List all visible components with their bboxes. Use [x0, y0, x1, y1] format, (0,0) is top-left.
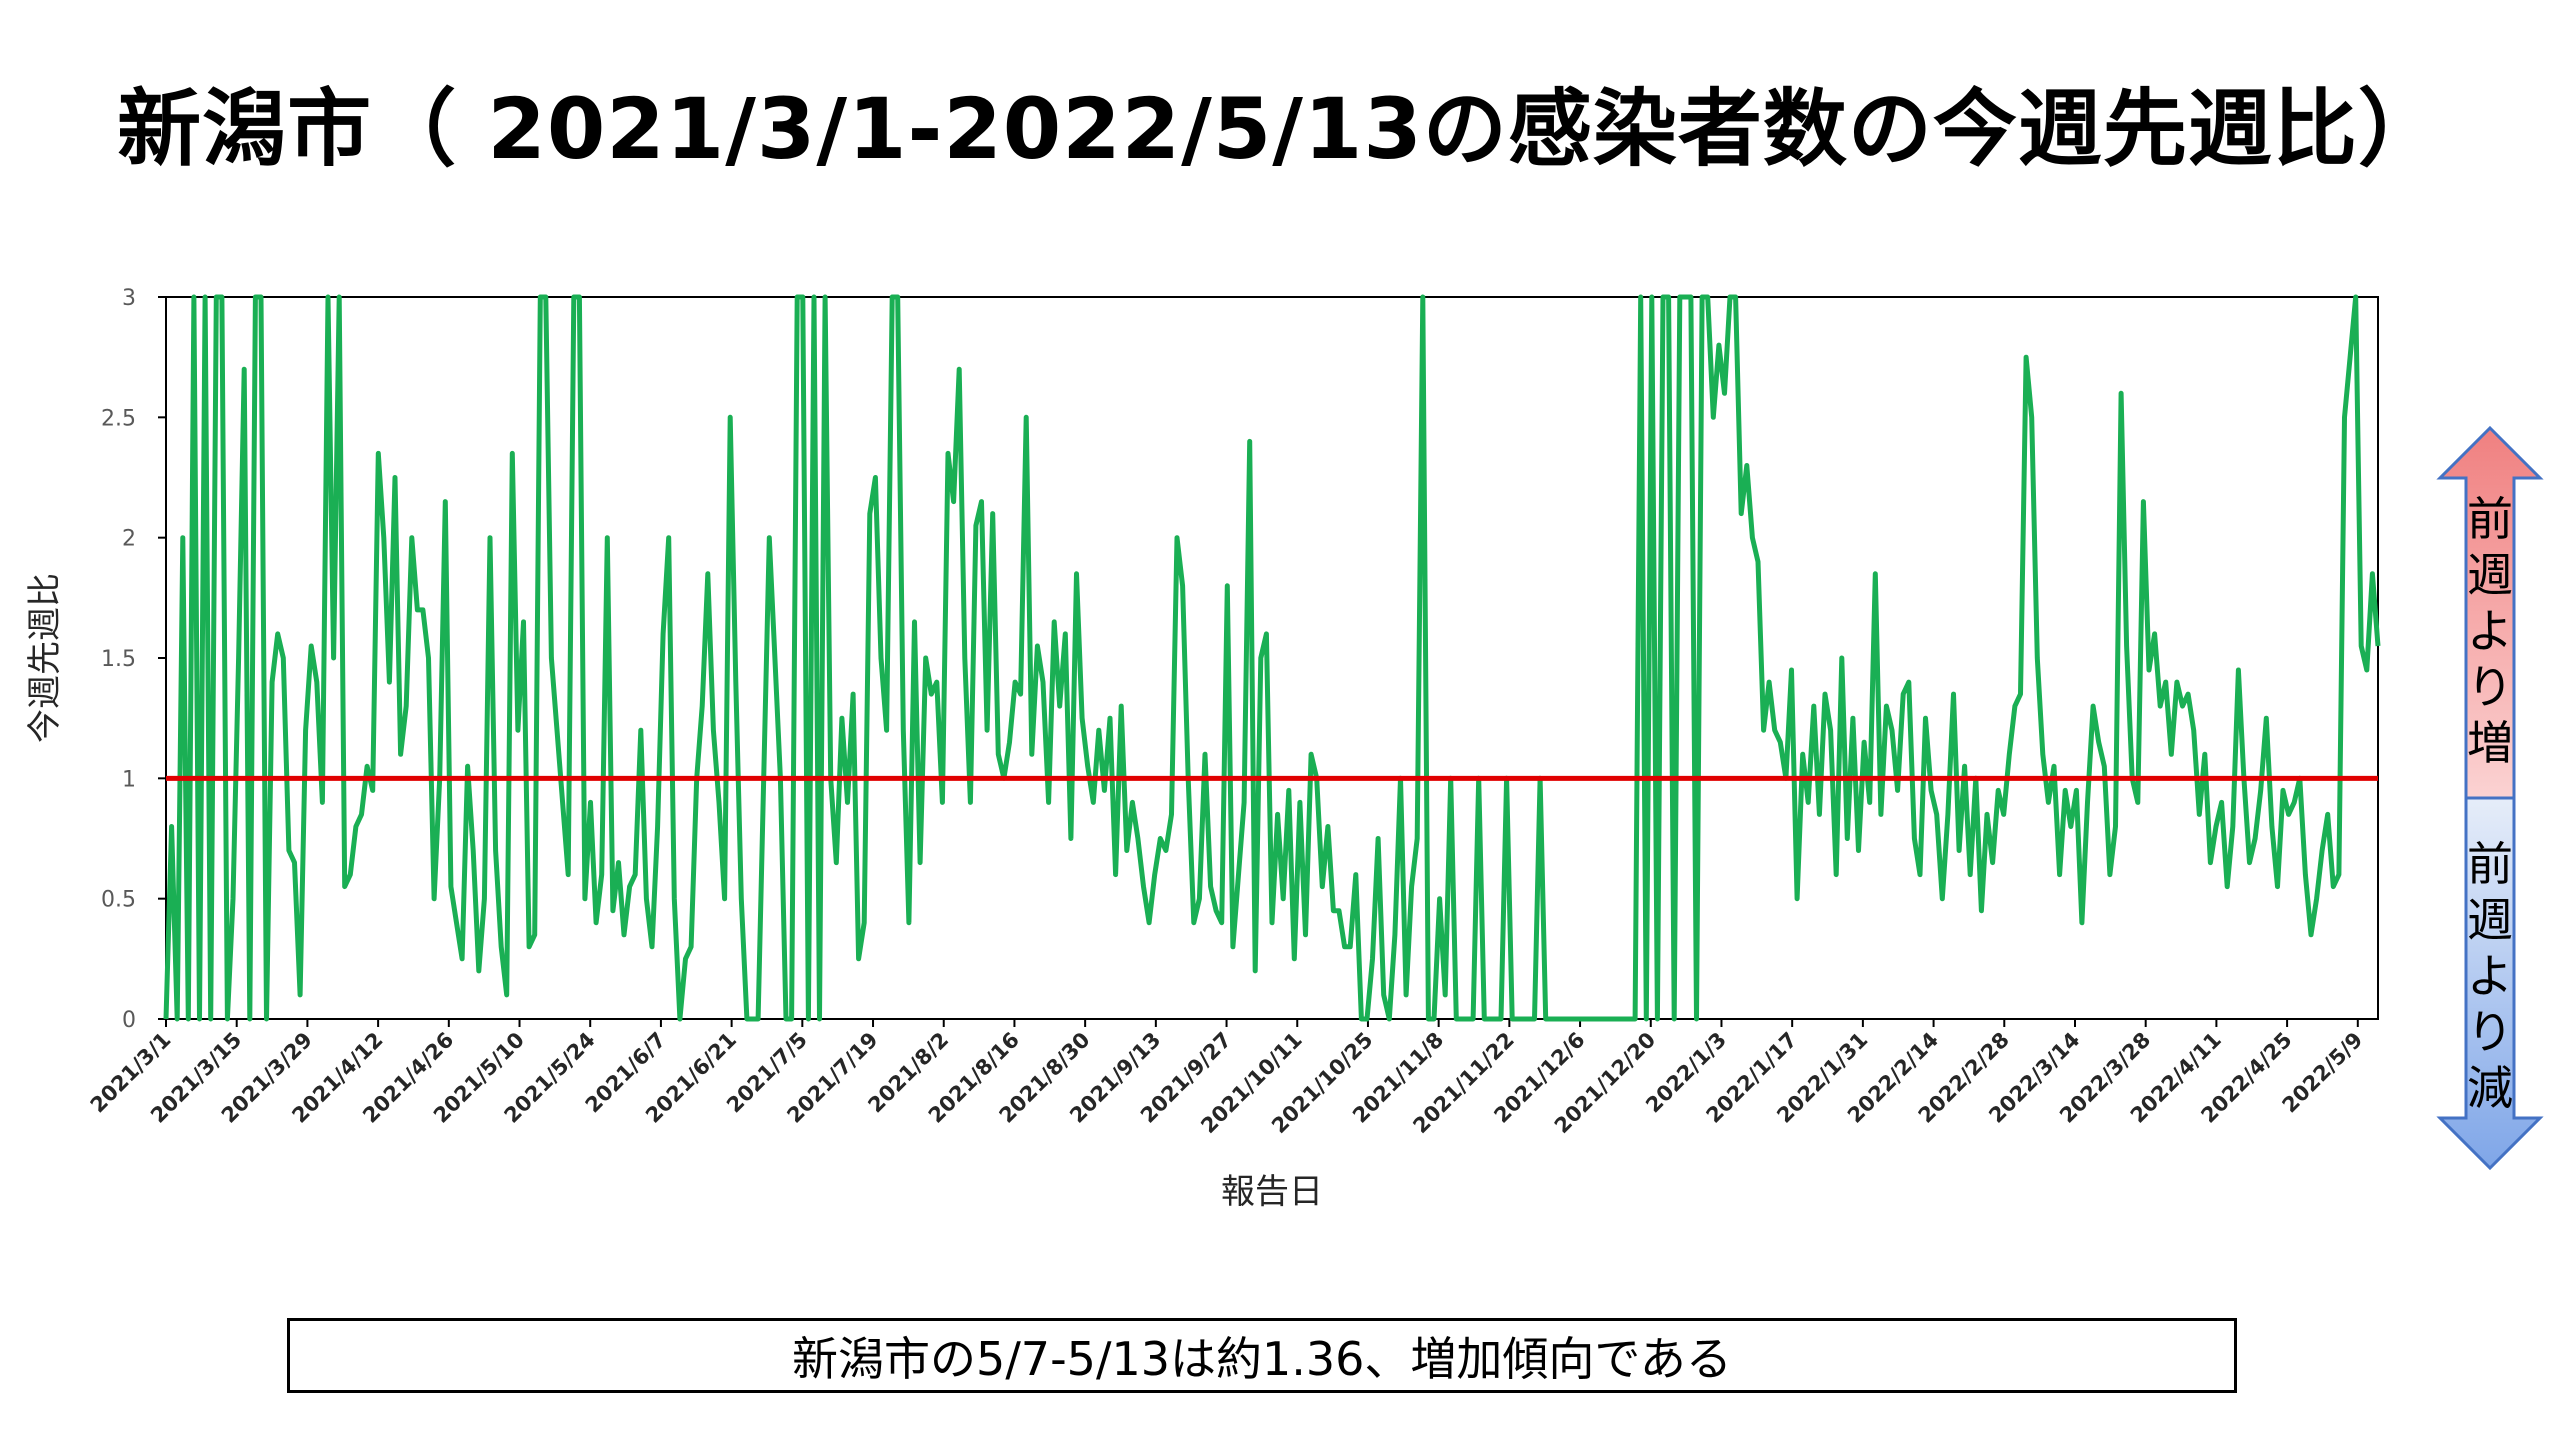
indicator-arrow: 前週より増 前週より減: [2436, 425, 2544, 1171]
page-title: 新潟市（ 2021/3/1-2022/5/13の感染者数の今週先週比）: [117, 80, 2443, 178]
y-tick-label: 0.5: [101, 888, 136, 913]
y-axis-title: 今週先週比: [25, 573, 65, 743]
footer-note-text: 新潟市の5/7-5/13は約1.36、増加傾向である: [792, 1331, 1732, 1386]
indicator-char: 前: [2467, 837, 2513, 891]
y-axis-ticks: 0 0.5 1 1.5 2 2.5 3: [101, 286, 166, 1033]
indicator-char: り: [2467, 1005, 2513, 1059]
footer-note: 新潟市の5/7-5/13は約1.36、増加傾向である: [287, 1318, 2237, 1393]
arrow-down-icon: [2436, 796, 2544, 1171]
x-axis-title: 報告日: [1221, 1172, 1323, 1212]
indicator-char: 増: [2467, 716, 2513, 770]
y-tick-label: 1: [122, 767, 136, 792]
plot-area-frame: [165, 296, 2379, 1020]
indicator-char: 週: [2467, 548, 2513, 602]
y-tick-label: 1.5: [101, 647, 136, 672]
indicator-char: 週: [2467, 893, 2513, 947]
indicator-char: 前: [2467, 492, 2513, 546]
indicator-down-label: 前週より減: [2467, 837, 2513, 1115]
y-tick-label: 2.5: [101, 406, 136, 431]
x-axis-ticks: 2021/3/12021/3/152021/3/292021/4/122021/…: [86, 1019, 2367, 1138]
indicator-char: よ: [2467, 604, 2513, 658]
indicator-char: り: [2467, 660, 2513, 714]
indicator-char: 減: [2467, 1061, 2513, 1115]
indicator-up-label: 前週より増: [2467, 492, 2513, 770]
y-tick-label: 2: [122, 527, 136, 552]
y-tick-label: 3: [122, 286, 136, 311]
indicator-char: よ: [2467, 949, 2513, 1003]
series-line-ratio: [163, 294, 2381, 1022]
y-tick-label: 0: [122, 1008, 136, 1033]
